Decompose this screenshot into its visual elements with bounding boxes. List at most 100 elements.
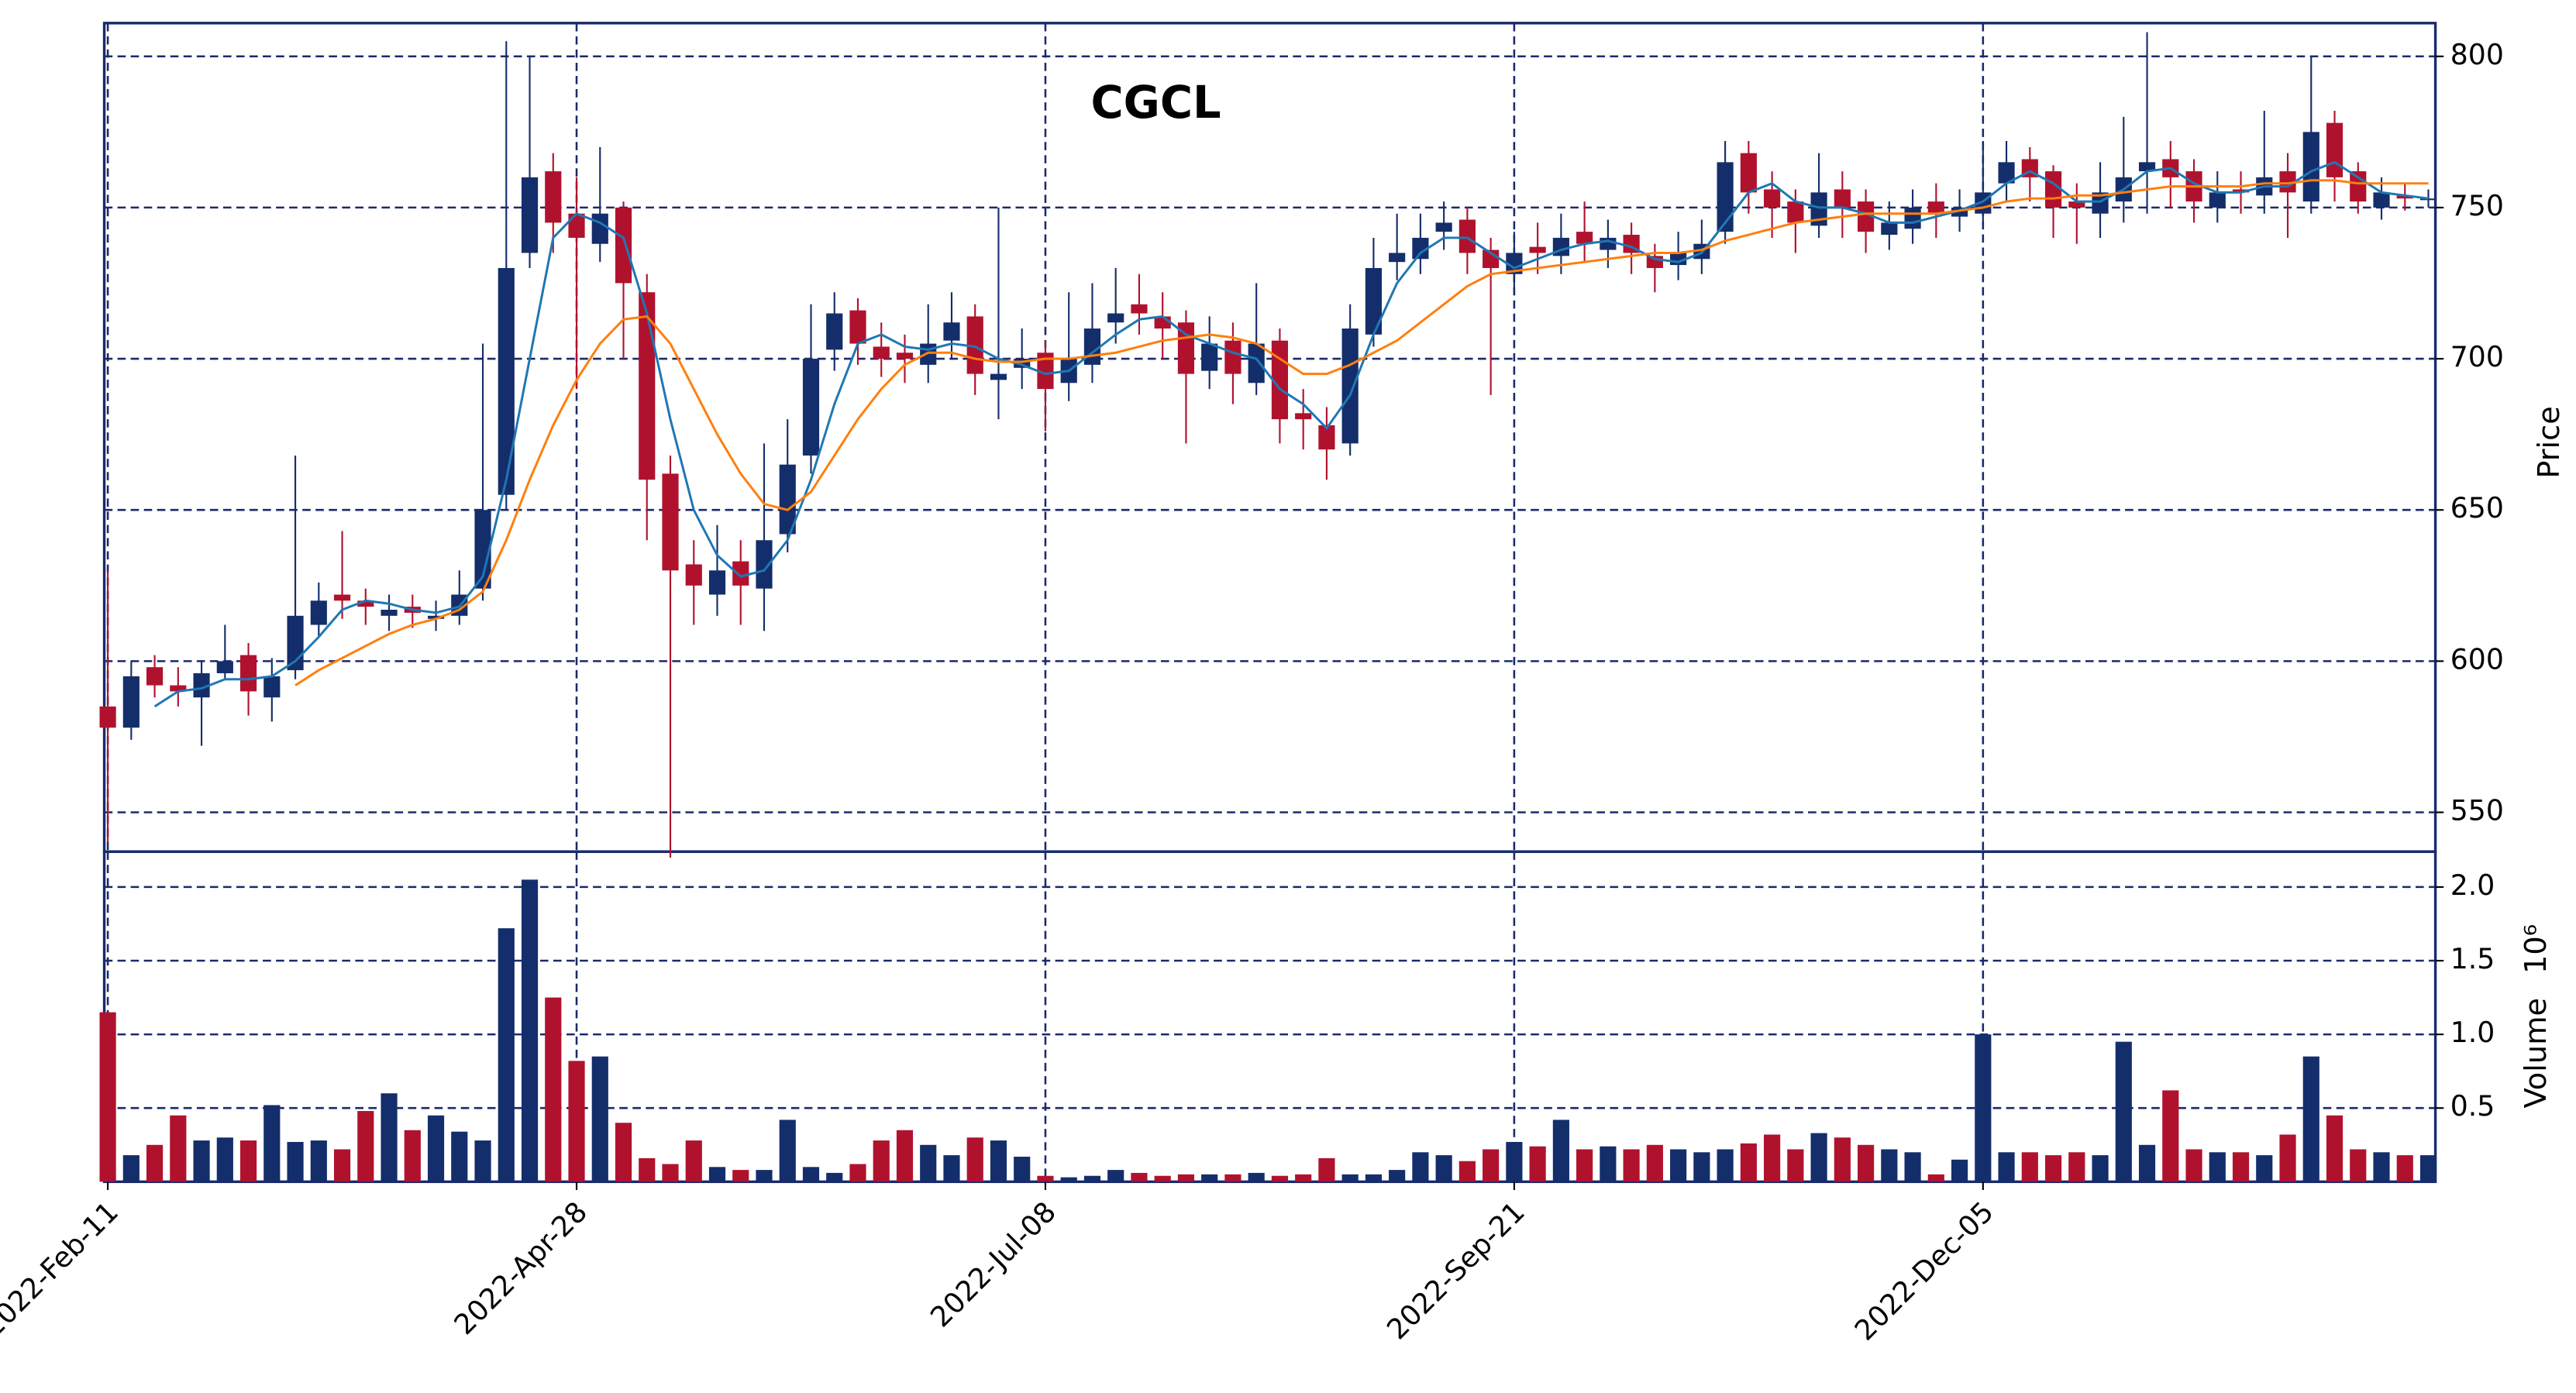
candle-body <box>1083 328 1101 365</box>
volume-bar <box>1083 1175 1101 1182</box>
volume-bar <box>1951 1159 1968 1182</box>
volume-bar <box>1904 1152 1921 1182</box>
volume-bar <box>99 1012 116 1182</box>
x-tick-label: 2022-Dec-05 <box>1848 1195 2000 1347</box>
candle-body <box>1458 219 1476 253</box>
volume-bar <box>2373 1152 2390 1182</box>
y-tick-label: 800 <box>2450 38 2504 71</box>
volume-bar <box>802 1167 820 1182</box>
volume-bar <box>2092 1155 2109 1182</box>
candle-body <box>1858 201 1875 232</box>
volume-bar <box>849 1164 866 1182</box>
volume-bar <box>1060 1177 1077 1182</box>
chart-title: CGCL <box>1090 77 1221 129</box>
volume-bar <box>2302 1056 2319 1182</box>
volume-bar <box>1998 1152 2015 1182</box>
candle-body <box>1107 313 1124 323</box>
volume-bar <box>826 1172 843 1182</box>
candle-body <box>2350 171 2367 202</box>
candle-body <box>2419 198 2437 201</box>
candle-body <box>2209 192 2226 208</box>
volume-bar <box>1740 1143 1757 1182</box>
y-axis-label: Price <box>2532 406 2567 479</box>
candle-body <box>1435 222 1452 232</box>
candle-body <box>1904 207 1921 229</box>
candle-body <box>239 655 257 692</box>
candle-body <box>685 564 702 586</box>
candle-body <box>1951 207 1968 217</box>
volume-bar <box>1107 1170 1124 1182</box>
candle-body <box>1881 222 1898 236</box>
candle-body <box>357 600 374 607</box>
volume-bar <box>1810 1133 1827 1182</box>
candle-body <box>310 600 327 625</box>
candle-body <box>2092 192 2109 214</box>
volume-bar <box>2115 1041 2132 1182</box>
volume-bar <box>2021 1152 2038 1182</box>
candle-body <box>2232 189 2250 193</box>
volume-bar <box>2138 1144 2156 1182</box>
candle-body <box>170 685 187 692</box>
candle-body <box>1810 192 1827 226</box>
volume-bar <box>239 1140 257 1182</box>
candle-body <box>896 353 914 359</box>
candle-body <box>498 267 515 495</box>
volume-bar <box>1389 1170 1406 1182</box>
volume-bar <box>451 1131 468 1182</box>
volume-bar <box>1717 1149 1734 1182</box>
candle-body <box>146 667 164 686</box>
candle-body <box>99 706 116 728</box>
candle-body <box>1717 162 1734 232</box>
volume-bar <box>1858 1144 1875 1182</box>
candle-body <box>708 570 726 595</box>
volume-bar <box>1623 1149 1640 1182</box>
candle-body <box>1224 340 1242 374</box>
x-tick-label: 2022-Jul-08 <box>924 1195 1062 1333</box>
volume-bar <box>1529 1146 1546 1182</box>
price-frame <box>102 22 2437 853</box>
candle-body <box>1318 425 1335 450</box>
candle-body <box>1201 343 1218 371</box>
candle-body <box>545 171 562 223</box>
volume-bar <box>1318 1157 1335 1182</box>
volume-bar <box>685 1140 702 1182</box>
y-tick-label: 750 <box>2450 189 2504 222</box>
volume-bar <box>1131 1172 1148 1182</box>
candle-body <box>2302 132 2319 202</box>
candle-body <box>849 310 866 344</box>
candle-body <box>122 676 139 728</box>
volume-bar <box>1037 1175 1054 1182</box>
volume-bar <box>2326 1115 2344 1182</box>
candle-body <box>1037 353 1054 390</box>
volume-bar <box>1600 1146 1617 1182</box>
volume-bar <box>1435 1155 1452 1182</box>
volume-bar <box>1271 1175 1289 1182</box>
volume-bar <box>779 1120 796 1182</box>
moving-average-line <box>153 160 2429 708</box>
candle-body <box>474 510 491 589</box>
volume-scale-label: 10⁶ <box>2519 924 2554 974</box>
volume-bar <box>1248 1172 1265 1182</box>
candle-body <box>1131 304 1148 314</box>
volume-bar <box>1224 1174 1242 1182</box>
candle-body <box>1740 153 1757 193</box>
volume-bar <box>1975 1034 1992 1182</box>
candle-body <box>381 610 398 616</box>
volume-bar <box>498 928 515 1182</box>
volume-bar <box>1787 1149 1804 1182</box>
volume-bar <box>1576 1149 1593 1182</box>
volume-bar <box>333 1149 351 1182</box>
volume-tick-label: 1.5 <box>2450 942 2495 975</box>
volume-bar <box>1506 1141 1523 1182</box>
candle-body <box>920 343 937 365</box>
candle-body <box>615 207 632 284</box>
candle-body <box>216 661 233 673</box>
volume-bar <box>404 1130 421 1182</box>
volume-bar <box>1646 1144 1663 1182</box>
volume-bar <box>708 1167 726 1182</box>
volume-bar <box>1154 1175 1171 1182</box>
volume-bar <box>2279 1134 2296 1182</box>
volume-bar <box>1458 1161 1476 1182</box>
